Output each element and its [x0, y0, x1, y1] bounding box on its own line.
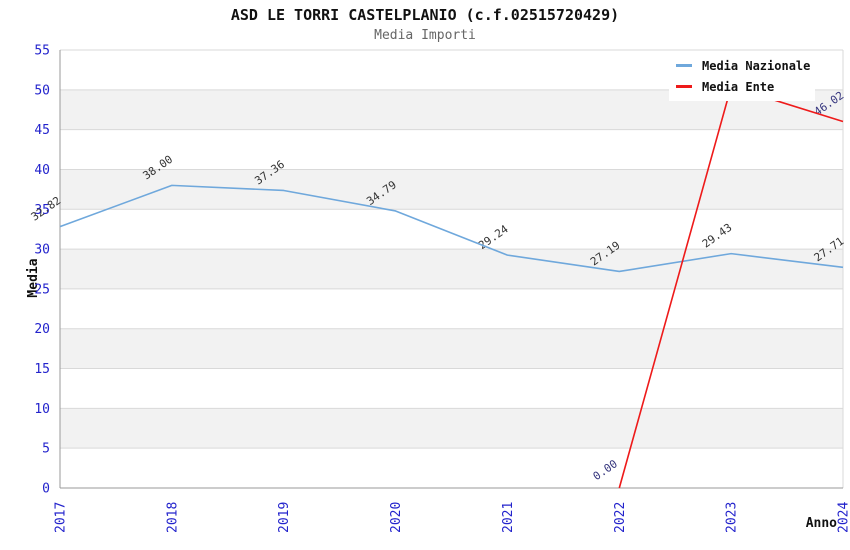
- y-tick-label: 15: [34, 362, 50, 377]
- y-tick-label: 45: [34, 123, 50, 138]
- band: [60, 249, 843, 289]
- x-tick-label: 2022: [613, 502, 628, 533]
- x-axis-title: Anno: [806, 516, 837, 531]
- y-tick-label: 30: [34, 243, 50, 258]
- y-axis-title: Media: [26, 258, 41, 297]
- legend-label-media-ente: Media Ente: [702, 79, 775, 94]
- legend: Media Nazionale Media Ente: [669, 51, 815, 101]
- y-tick-label: 5: [42, 442, 50, 457]
- x-tick-label: 2018: [165, 502, 180, 533]
- axes: [59, 50, 843, 489]
- band: [60, 169, 843, 210]
- y-tick-label: 20: [34, 322, 50, 337]
- y-tick-label: 10: [34, 402, 50, 417]
- plot-bands: [60, 89, 843, 449]
- x-tick-label: 2020: [389, 502, 404, 533]
- band: [60, 328, 843, 369]
- media-nazionale-line-icon: [676, 64, 692, 67]
- legend-label-media-nazionale: Media Nazionale: [702, 58, 811, 73]
- x-tick-label: 2021: [501, 502, 516, 533]
- media-ente-line-icon: [676, 85, 692, 88]
- chart-subtitle: Media Importi: [374, 28, 476, 43]
- x-tick-label: 2019: [277, 502, 292, 533]
- point-label: 29.43: [700, 221, 735, 251]
- y-tick-label: 35: [34, 203, 50, 218]
- legend-item-media-ente: Media Ente: [676, 80, 815, 94]
- chart-title: ASD LE TORRI CASTELPLANIO (c.f.025157204…: [230, 6, 620, 24]
- legend-item-media-nazionale: Media Nazionale: [676, 59, 815, 73]
- band: [60, 408, 843, 449]
- media-nazionale-line: [59, 184, 844, 273]
- point-label: 32.82: [29, 194, 64, 224]
- x-tick-label: 2024: [837, 502, 850, 533]
- x-tick-label: 2017: [54, 502, 69, 533]
- point-label: 29.24: [476, 222, 511, 252]
- x-tick-label: 2023: [725, 502, 740, 533]
- x-tick-labels: 2017 2018 2019 2020 2021 2022 2023 2024: [54, 502, 850, 533]
- y-tick-label: 50: [34, 83, 50, 98]
- y-tick-label: 40: [34, 163, 50, 178]
- y-tick-label: 55: [34, 44, 50, 59]
- gridlines: [60, 49, 844, 488]
- point-label: 0.00: [591, 457, 620, 483]
- y-tick-labels: 0 5 10 15 20 25 30 35 40 45 50 55: [34, 44, 50, 497]
- y-tick-label: 25: [34, 282, 50, 297]
- y-tick-label: 0: [42, 482, 50, 497]
